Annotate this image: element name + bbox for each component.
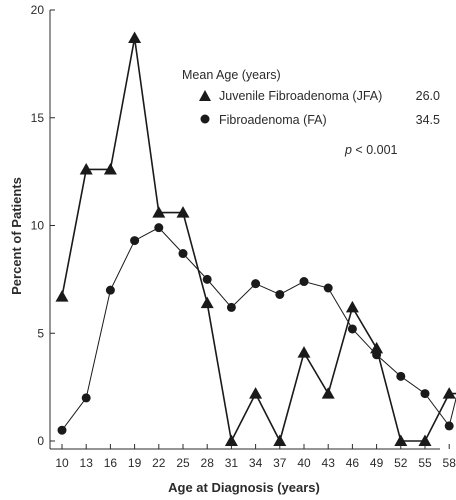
data-point-jfa — [321, 387, 335, 399]
data-point-fa — [178, 249, 188, 259]
series-layer — [55, 31, 456, 446]
data-point-fa — [299, 277, 309, 287]
data-point-jfa — [152, 206, 166, 218]
x-tick-label: 19 — [128, 456, 142, 470]
series-line-fa — [61, 227, 456, 431]
legend-label-jfa: Juvenile Fibroadenoma (JFA) — [219, 89, 382, 103]
x-tick-label: 58 — [443, 456, 456, 470]
data-point-jfa — [103, 162, 117, 175]
x-tick-label: 34 — [249, 456, 263, 470]
data-point-jfa — [249, 387, 263, 399]
legend-triangle-icon — [199, 90, 211, 101]
data-point-fa — [154, 223, 164, 233]
x-axis-title: Age at Diagnosis (years) — [168, 480, 320, 495]
data-point-fa — [347, 324, 357, 334]
x-tick-label: 31 — [225, 456, 239, 470]
x-tick-label: 52 — [394, 456, 408, 470]
data-point-fa — [105, 285, 115, 295]
data-point-fa — [251, 279, 261, 289]
data-point-jfa — [442, 387, 456, 399]
data-point-jfa — [55, 290, 69, 302]
data-point-fa — [130, 236, 140, 246]
data-point-jfa — [200, 296, 214, 309]
x-tick-label: 55 — [418, 456, 432, 470]
x-tick-label: 43 — [322, 456, 336, 470]
data-point-fa — [81, 393, 91, 403]
legend-circle-icon — [200, 114, 210, 124]
data-point-jfa — [224, 434, 238, 446]
data-point-fa — [275, 289, 285, 299]
x-tick-label: 46 — [346, 456, 360, 470]
series-line-jfa — [61, 37, 456, 444]
data-point-jfa — [418, 434, 432, 446]
y-axis-title: Percent of Patients — [9, 177, 24, 295]
x-tick-label: 37 — [273, 456, 287, 470]
data-point-jfa — [176, 206, 190, 218]
x-tick-label: 25 — [176, 456, 190, 470]
legend-label-fa: Fibroadenoma (FA) — [219, 113, 327, 127]
data-point-fa — [420, 389, 430, 399]
data-point-jfa — [273, 434, 287, 446]
x-tick-label: 40 — [297, 456, 311, 470]
data-point-jfa — [297, 346, 311, 358]
legend: Mean Age (years) Juvenile Fibroadenoma (… — [182, 68, 440, 127]
y-tick-label: 5 — [37, 326, 44, 340]
data-point-fa — [323, 283, 333, 293]
y-tick-label: 15 — [31, 111, 45, 125]
y-ticks: 0 5 10 15 20 — [31, 3, 55, 448]
y-tick-label: 20 — [31, 3, 45, 17]
x-tick-label: 22 — [152, 456, 166, 470]
x-tick-label: 49 — [370, 456, 384, 470]
data-point-fa — [202, 274, 212, 284]
p-symbol: p — [344, 143, 352, 157]
data-point-jfa — [370, 341, 384, 354]
x-tick-label: 28 — [201, 456, 215, 470]
x-tick-label: 16 — [104, 456, 118, 470]
p-value-annotation: p < 0.001 — [344, 143, 398, 157]
data-point-fa — [444, 421, 454, 431]
data-point-fa — [396, 371, 406, 381]
data-point-fa — [57, 425, 67, 435]
data-point-jfa — [345, 300, 359, 313]
y-tick-label: 10 — [31, 219, 45, 233]
y-tick-label: 0 — [37, 434, 44, 448]
legend-value-jfa: 26.0 — [416, 89, 440, 103]
data-point-jfa — [128, 31, 142, 44]
data-point-fa — [226, 302, 236, 312]
legend-value-fa: 34.5 — [416, 113, 440, 127]
data-point-jfa — [79, 162, 93, 175]
data-point-jfa — [394, 434, 408, 446]
legend-title: Mean Age (years) — [182, 68, 281, 82]
x-ticks: 101316192225283134374043464952555860+ — [55, 444, 456, 470]
p-rest: < 0.001 — [352, 143, 398, 157]
x-tick-label: 10 — [55, 456, 69, 470]
x-tick-label: 13 — [80, 456, 94, 470]
